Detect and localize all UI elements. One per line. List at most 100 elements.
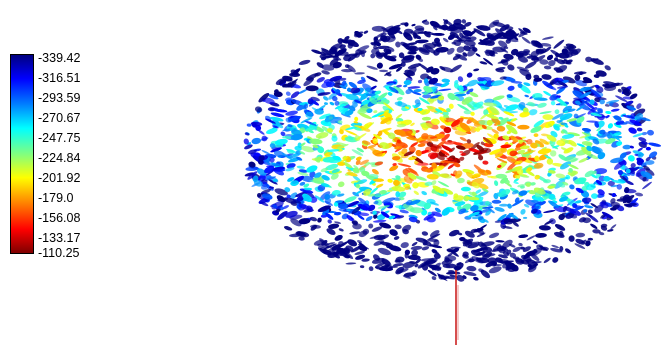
isosurface-fragment: [261, 135, 268, 142]
isosurface-fragment: [515, 174, 521, 180]
isosurface-fragment: [330, 173, 339, 180]
isosurface-fragment: [432, 165, 445, 172]
isosurface-fragment: [488, 266, 502, 274]
isosurface-fragment: [448, 103, 454, 109]
isosurface-fragment: [590, 185, 596, 188]
isosurface-fragment: [309, 216, 318, 222]
isosurface-fragment: [430, 118, 440, 126]
isosurface-fragment: [317, 205, 331, 213]
isosurface-fragment: [411, 241, 418, 247]
isosurface-fragment: [399, 209, 409, 214]
isosurface-fragment: [332, 251, 339, 256]
isosurface-fragment: [514, 178, 519, 182]
isosurface-fragment: [290, 91, 300, 99]
isosurface-fragment: [423, 202, 431, 210]
isosurface-fragment: [509, 150, 518, 157]
isosurface-fragment: [287, 149, 295, 154]
isosurface-fragment: [477, 183, 489, 190]
isosurface-fragment: [381, 27, 390, 32]
isosurface-fragment: [421, 191, 428, 196]
isosurface-fragment: [413, 190, 419, 195]
isosurface-fragment: [546, 158, 554, 165]
isosurface-fragment: [513, 181, 519, 185]
isosurface-fragment: [484, 98, 495, 104]
isosurface-fragment: [338, 203, 349, 210]
isosurface-fragment: [597, 120, 605, 128]
isosurface-fragment: [254, 106, 263, 113]
isosurface-fragment: [645, 156, 651, 162]
isosurface-fragment: [581, 127, 592, 132]
isosurface-fragment: [419, 97, 430, 105]
isosurface-fragment: [292, 198, 302, 204]
isosurface-fragment: [345, 130, 358, 136]
isosurface-fragment: [327, 149, 340, 152]
isosurface-fragment: [537, 102, 547, 108]
isosurface-fragment: [624, 196, 632, 204]
isosurface-fragment: [579, 135, 588, 139]
isosurface-fragment: [491, 247, 503, 253]
isosurface-fragment: [380, 211, 390, 219]
isosurface-fragment: [296, 231, 306, 237]
isosurface-fragment: [387, 92, 393, 96]
isosurface-fragment: [329, 58, 339, 66]
isosurface-fragment: [323, 96, 329, 101]
isosurface-fragment: [446, 157, 454, 161]
isosurface-fragment: [244, 144, 253, 150]
isosurface-fragment: [500, 177, 508, 184]
isosurface-fragment: [491, 199, 502, 204]
isosurface-fragment: [345, 262, 357, 265]
isosurface-fragment: [269, 157, 275, 163]
isosurface-fragment: [588, 214, 599, 223]
isosurface-fragment: [437, 95, 445, 101]
isosurface-fragment: [353, 125, 361, 128]
isosurface-fragment: [647, 129, 654, 136]
isosurface-fragment: [336, 142, 347, 146]
isosurface-fragment: [347, 53, 358, 62]
isosurface-fragment: [482, 150, 488, 154]
isosurface-fragment: [481, 241, 495, 247]
isosurface-fragment: [431, 276, 437, 281]
isosurface-fragment: [478, 216, 484, 221]
isosurface-fragment: [440, 173, 452, 179]
isosurface-fragment: [327, 127, 333, 133]
isosurface-fragment: [351, 206, 361, 215]
isosurface-fragment: [568, 140, 577, 147]
isosurface-fragment: [284, 83, 291, 87]
isosurface-fragment: [377, 191, 391, 198]
isosurface-fragment: [533, 187, 546, 195]
isosurface-fragment: [339, 129, 344, 135]
isosurface-fragment: [408, 156, 417, 161]
isosurface-fragment: [492, 46, 506, 53]
isosurface-fragment: [482, 206, 494, 209]
isosurface-fragment: [614, 160, 625, 170]
isosurface-fragment: [531, 199, 539, 203]
isosurface-fragment: [439, 65, 446, 71]
isosurface-fragment: [285, 91, 291, 96]
isosurface-fragment: [331, 135, 338, 142]
isosurface-fragment: [393, 85, 405, 96]
isosurface-fragment: [596, 86, 604, 93]
isosurface-fragment: [268, 186, 275, 189]
isosurface-fragment: [395, 175, 401, 180]
isosurface-fragment: [336, 193, 345, 197]
isosurface-fragment: [534, 174, 541, 180]
isosurface-fragment: [558, 176, 569, 181]
isosurface-fragment: [455, 145, 466, 150]
isosurface-fragment: [347, 239, 358, 247]
isosurface-fragment: [447, 47, 455, 55]
legend-tick-0: -339.42: [38, 51, 81, 65]
isosurface-fragment: [595, 179, 603, 186]
isosurface-fragment: [394, 129, 406, 136]
isosurface-fragment: [526, 138, 533, 145]
isosurface-fragment: [466, 72, 473, 78]
isosurface-fragment: [569, 184, 575, 190]
isosurface-fragment: [291, 129, 302, 136]
isosurface-fragment: [575, 232, 586, 238]
isosurface-fragment: [539, 111, 552, 115]
isosurface-fragment: [270, 116, 284, 122]
isosurface-fragment: [543, 65, 552, 70]
isosurface-fragment: [583, 209, 588, 213]
isosurface-fragment: [530, 126, 542, 133]
isosurface-fragment: [563, 156, 578, 163]
isosurface-fragment: [415, 150, 422, 157]
